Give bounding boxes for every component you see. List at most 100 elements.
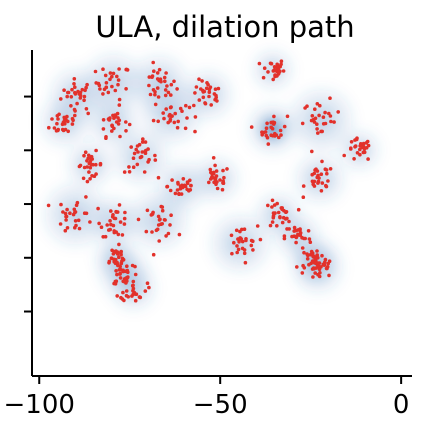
data-point <box>353 145 357 149</box>
data-point <box>280 220 285 225</box>
data-point <box>322 263 327 267</box>
data-point <box>66 90 70 95</box>
data-point <box>206 82 210 87</box>
data-point <box>85 82 89 87</box>
data-point <box>242 248 247 252</box>
data-point <box>332 120 336 124</box>
data-point <box>234 228 239 233</box>
data-point <box>117 67 121 71</box>
data-point <box>73 90 77 95</box>
data-point <box>116 82 120 87</box>
data-point <box>292 225 297 230</box>
data-point <box>318 103 322 108</box>
data-point <box>242 227 247 231</box>
data-point <box>306 229 311 233</box>
data-point <box>298 233 303 237</box>
data-point <box>81 176 86 181</box>
data-point <box>119 249 123 254</box>
data-point <box>140 150 145 154</box>
data-point <box>230 251 234 256</box>
data-point <box>251 248 255 252</box>
data-point <box>164 234 168 238</box>
data-point <box>91 162 95 167</box>
data-point <box>213 87 218 91</box>
data-point <box>306 253 310 258</box>
data-point <box>172 120 177 125</box>
data-point <box>108 71 113 75</box>
data-point <box>207 94 211 99</box>
data-point <box>296 207 301 212</box>
data-point <box>109 222 113 227</box>
data-point <box>278 128 283 133</box>
data-point <box>301 195 306 199</box>
data-point <box>163 218 167 222</box>
data-point <box>134 292 139 297</box>
data-point <box>103 73 108 78</box>
data-point <box>266 203 270 208</box>
data-point <box>62 88 66 92</box>
data-point <box>127 170 132 174</box>
data-point <box>313 271 318 275</box>
data-point <box>112 229 116 233</box>
data-point <box>197 98 202 102</box>
data-point <box>295 265 299 269</box>
data-point <box>127 165 131 169</box>
data-point <box>278 215 282 219</box>
data-point <box>110 84 114 89</box>
data-point <box>86 111 90 116</box>
data-point <box>177 232 182 237</box>
data-point <box>123 210 127 215</box>
data-point <box>117 255 121 259</box>
data-point <box>328 167 333 171</box>
data-point <box>101 118 106 122</box>
data-point <box>127 122 132 127</box>
data-point <box>160 205 165 209</box>
data-point <box>279 133 283 137</box>
data-point <box>117 97 122 102</box>
data-point <box>106 90 111 95</box>
data-point <box>240 239 245 244</box>
data-point <box>144 229 149 234</box>
data-point <box>279 59 284 63</box>
data-point <box>68 211 72 215</box>
data-point <box>113 88 118 93</box>
data-point <box>73 210 78 214</box>
data-point <box>310 114 315 118</box>
data-point <box>270 220 275 224</box>
data-point <box>280 207 284 212</box>
data-point <box>156 175 161 180</box>
data-point <box>266 70 270 74</box>
data-point <box>212 92 217 96</box>
data-point <box>63 211 68 216</box>
data-point <box>124 67 129 72</box>
data-point <box>77 164 82 169</box>
data-point <box>309 249 314 254</box>
data-point <box>294 240 298 245</box>
data-point <box>106 117 111 121</box>
data-point <box>239 237 243 241</box>
data-point <box>122 216 127 221</box>
data-point <box>160 208 165 213</box>
data-point <box>236 247 241 252</box>
data-point <box>119 261 123 266</box>
data-point <box>166 90 171 95</box>
data-point <box>315 249 319 253</box>
data-point <box>255 224 260 228</box>
data-point <box>303 106 307 110</box>
data-point <box>118 220 123 224</box>
data-point <box>135 144 140 148</box>
data-point <box>352 157 356 161</box>
data-point <box>141 137 145 141</box>
data-point <box>262 66 267 70</box>
data-point <box>125 276 130 280</box>
data-point <box>131 288 135 293</box>
data-point <box>62 118 67 123</box>
data-point <box>109 209 113 213</box>
data-point <box>155 227 160 232</box>
data-point <box>145 281 150 286</box>
data-point <box>321 122 326 126</box>
x-tick-label: −50 <box>193 390 248 420</box>
data-point <box>112 260 116 264</box>
data-point <box>176 119 180 124</box>
chart-title: ULA, dilation path <box>95 10 354 44</box>
